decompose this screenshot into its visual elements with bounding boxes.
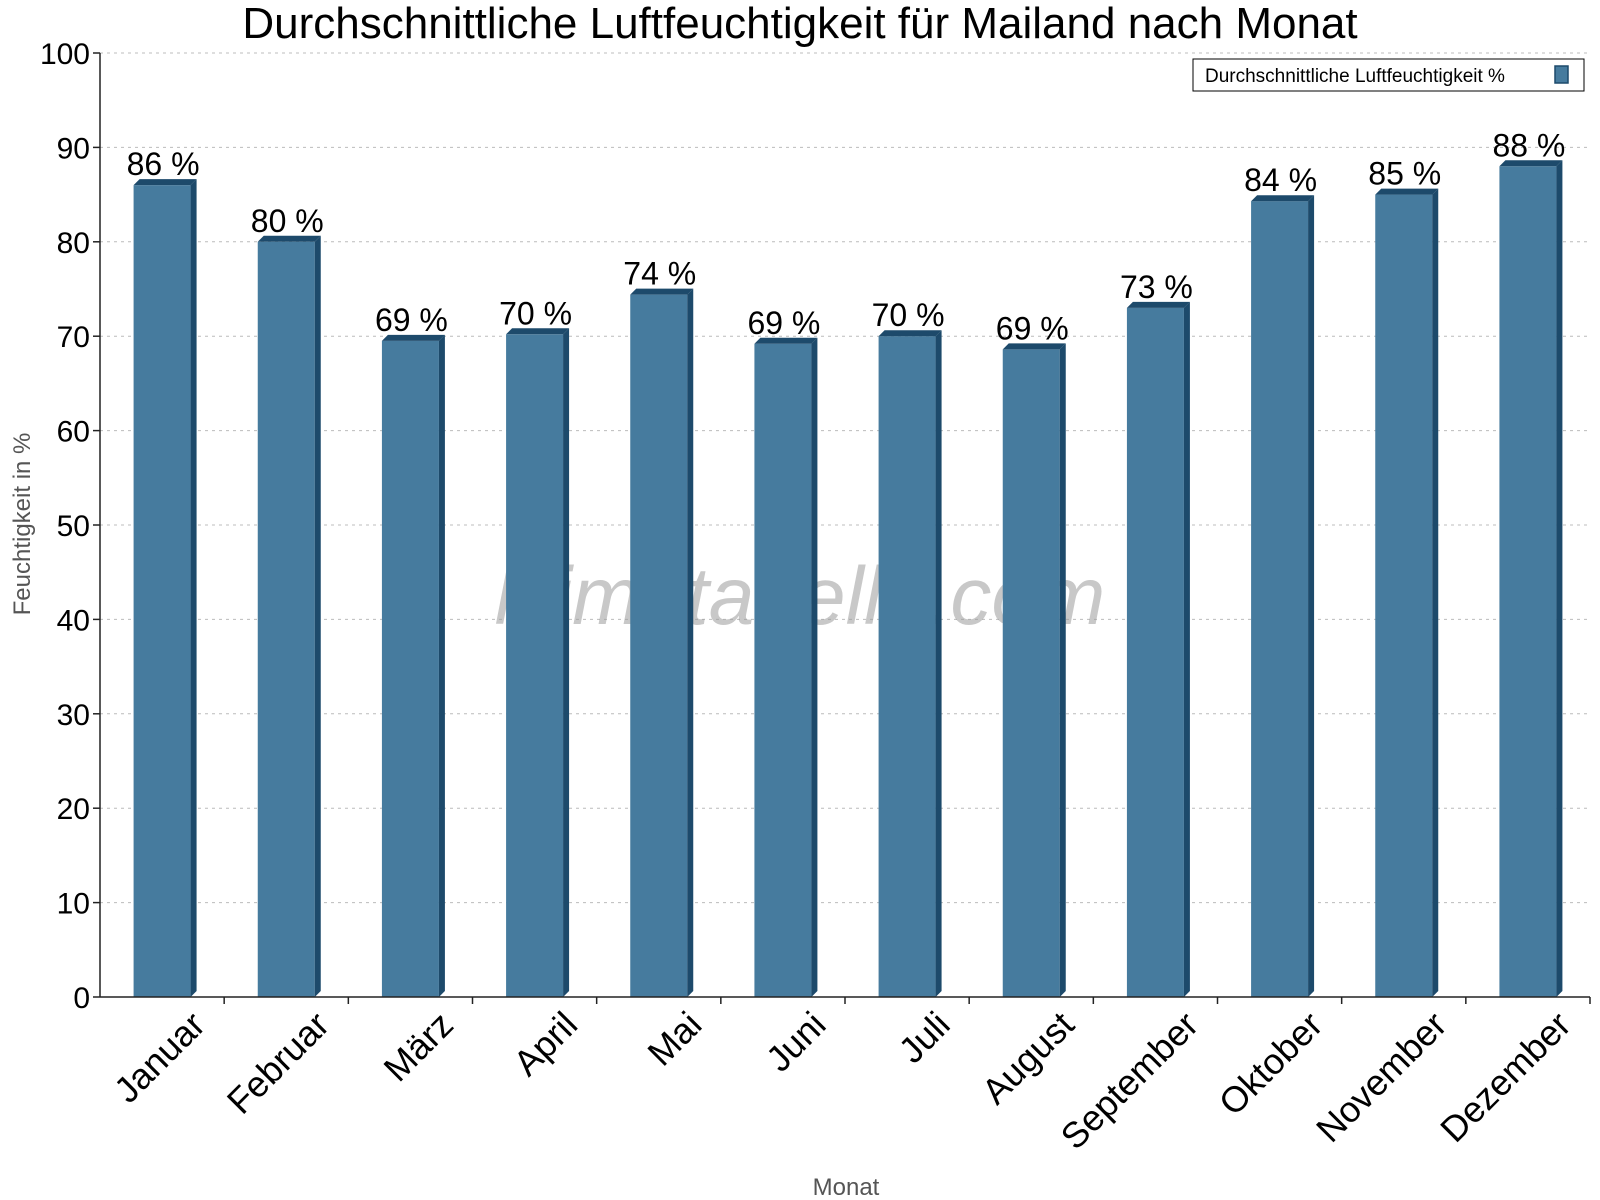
bar-side [935,330,942,997]
bar-top [257,235,321,242]
bar-face [1499,166,1557,997]
bar-face [754,343,812,997]
chart-title: Durchschnittliche Luftfeuchtigkeit für M… [242,0,1357,48]
legend-box [1192,58,1585,92]
bar-top [1375,188,1439,195]
bar [878,330,942,997]
bar [381,334,445,997]
bar-face [1126,307,1184,997]
data-label: 74 % [623,256,696,292]
bar [1002,343,1066,997]
bar-side [563,328,570,997]
data-label: 84 % [1244,162,1317,198]
data-label: 69 % [996,310,1069,346]
data-label: 70 % [499,295,572,331]
y-axis-ticks: 0 10 20 30 40 50 60 70 80 90 100 [40,38,100,1015]
data-label: 80 % [251,203,324,239]
grid-lines [100,52,1590,904]
bar-side [438,334,445,997]
y-tick-label: 70 [57,321,90,354]
x-tick-label: Juli [891,1004,958,1071]
bar [1499,160,1563,997]
bar-top [878,330,942,337]
bar [257,235,321,998]
bar-side [1556,160,1563,997]
y-tick-label: 60 [57,416,90,449]
data-label: 86 % [127,146,200,182]
bar-face [133,185,191,997]
bar-top [754,337,818,344]
x-tick-label: April [505,1004,585,1084]
data-label: 69 % [375,302,448,338]
y-axis-label: Feuchtigkeit in % [9,433,36,616]
bar-top [1126,301,1190,308]
bar-face [1002,349,1060,997]
bar-side [1308,195,1315,997]
bar-top [1499,160,1563,167]
data-label: 69 % [747,305,820,341]
y-tick-label: 50 [57,510,90,543]
x-tick-label: Dezember [1432,1004,1578,1150]
x-tick-label: Februar [219,1004,337,1122]
bar-top [381,334,445,341]
x-axis-label: Monat [813,1174,880,1200]
bar [630,288,694,997]
x-tick-label: Januar [106,1004,213,1111]
data-label: 88 % [1492,127,1565,163]
bar-face [1375,194,1433,998]
bar-face [878,336,936,997]
y-tick-label: 20 [57,793,90,826]
bar-side [314,235,321,998]
bar-face [630,294,688,997]
bar-top [506,328,570,335]
y-tick-label: 80 [57,227,90,260]
y-tick-label: 100 [40,38,90,71]
legend-swatch [1554,65,1569,84]
x-tick-label: März [376,1004,462,1090]
bar-side [687,288,694,997]
bar [1375,188,1439,998]
bar [133,179,197,997]
bar-face [1251,201,1309,997]
data-label: 70 % [872,297,945,333]
data-label: 85 % [1368,156,1441,192]
y-tick-label: 40 [57,604,90,637]
bar-top [630,288,694,295]
data-label: 73 % [1120,269,1193,305]
y-tick-label: 90 [57,132,90,165]
bar-side [1183,301,1190,997]
x-tick-label: Oktober [1211,1004,1331,1124]
x-tick-label: Juni [758,1004,834,1080]
bar [506,328,570,997]
bar [1126,301,1190,997]
bar [1251,195,1315,997]
bar-side [190,179,197,997]
bar-face [506,334,564,997]
bars [133,160,1563,998]
y-tick-label: 0 [73,982,90,1015]
x-tick-label: August [974,1004,1082,1112]
bar-side [1432,188,1439,998]
x-tick-label: Mai [639,1004,709,1074]
y-tick-label: 30 [57,699,90,732]
bar-top [133,179,197,186]
legend-entry-label: Durchschnittliche Luftfeuchtigkeit % [1205,66,1505,87]
bar-face [257,241,315,998]
x-tick-label: November [1308,1004,1454,1150]
y-tick-label: 10 [57,888,90,921]
legend: Durchschnittliche Luftfeuchtigkeit % [1192,58,1585,92]
bar-top [1251,195,1315,202]
bar [754,337,818,997]
bar-top [1002,343,1066,350]
bar-side [1059,343,1066,997]
bar-side [811,337,818,997]
data-labels: 86 % 80 % 69 % 70 % 74 % 69 % 70 % 69 % 73 % 84 %… [127,127,1566,346]
bar-face [381,340,439,997]
x-axis-ticks: Januar Februar März April Mai Juni Juli AugustS… [106,997,1591,1157]
